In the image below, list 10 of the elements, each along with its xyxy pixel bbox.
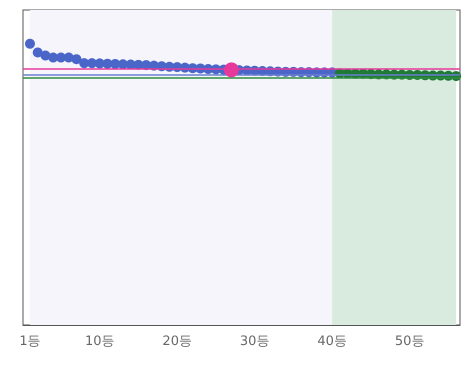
point: [224, 62, 239, 78]
x-tick-label: 10등: [84, 334, 114, 349]
point: [24, 38, 35, 49]
point: [32, 47, 43, 58]
point: [71, 54, 82, 64]
x-tick-label: 30등: [240, 334, 270, 349]
x-tick-label: 40등: [317, 334, 347, 349]
x-tick-label: 20등: [162, 334, 192, 349]
x-tick-label: 1등: [19, 334, 41, 349]
x-tick-label: 50등: [394, 334, 424, 349]
